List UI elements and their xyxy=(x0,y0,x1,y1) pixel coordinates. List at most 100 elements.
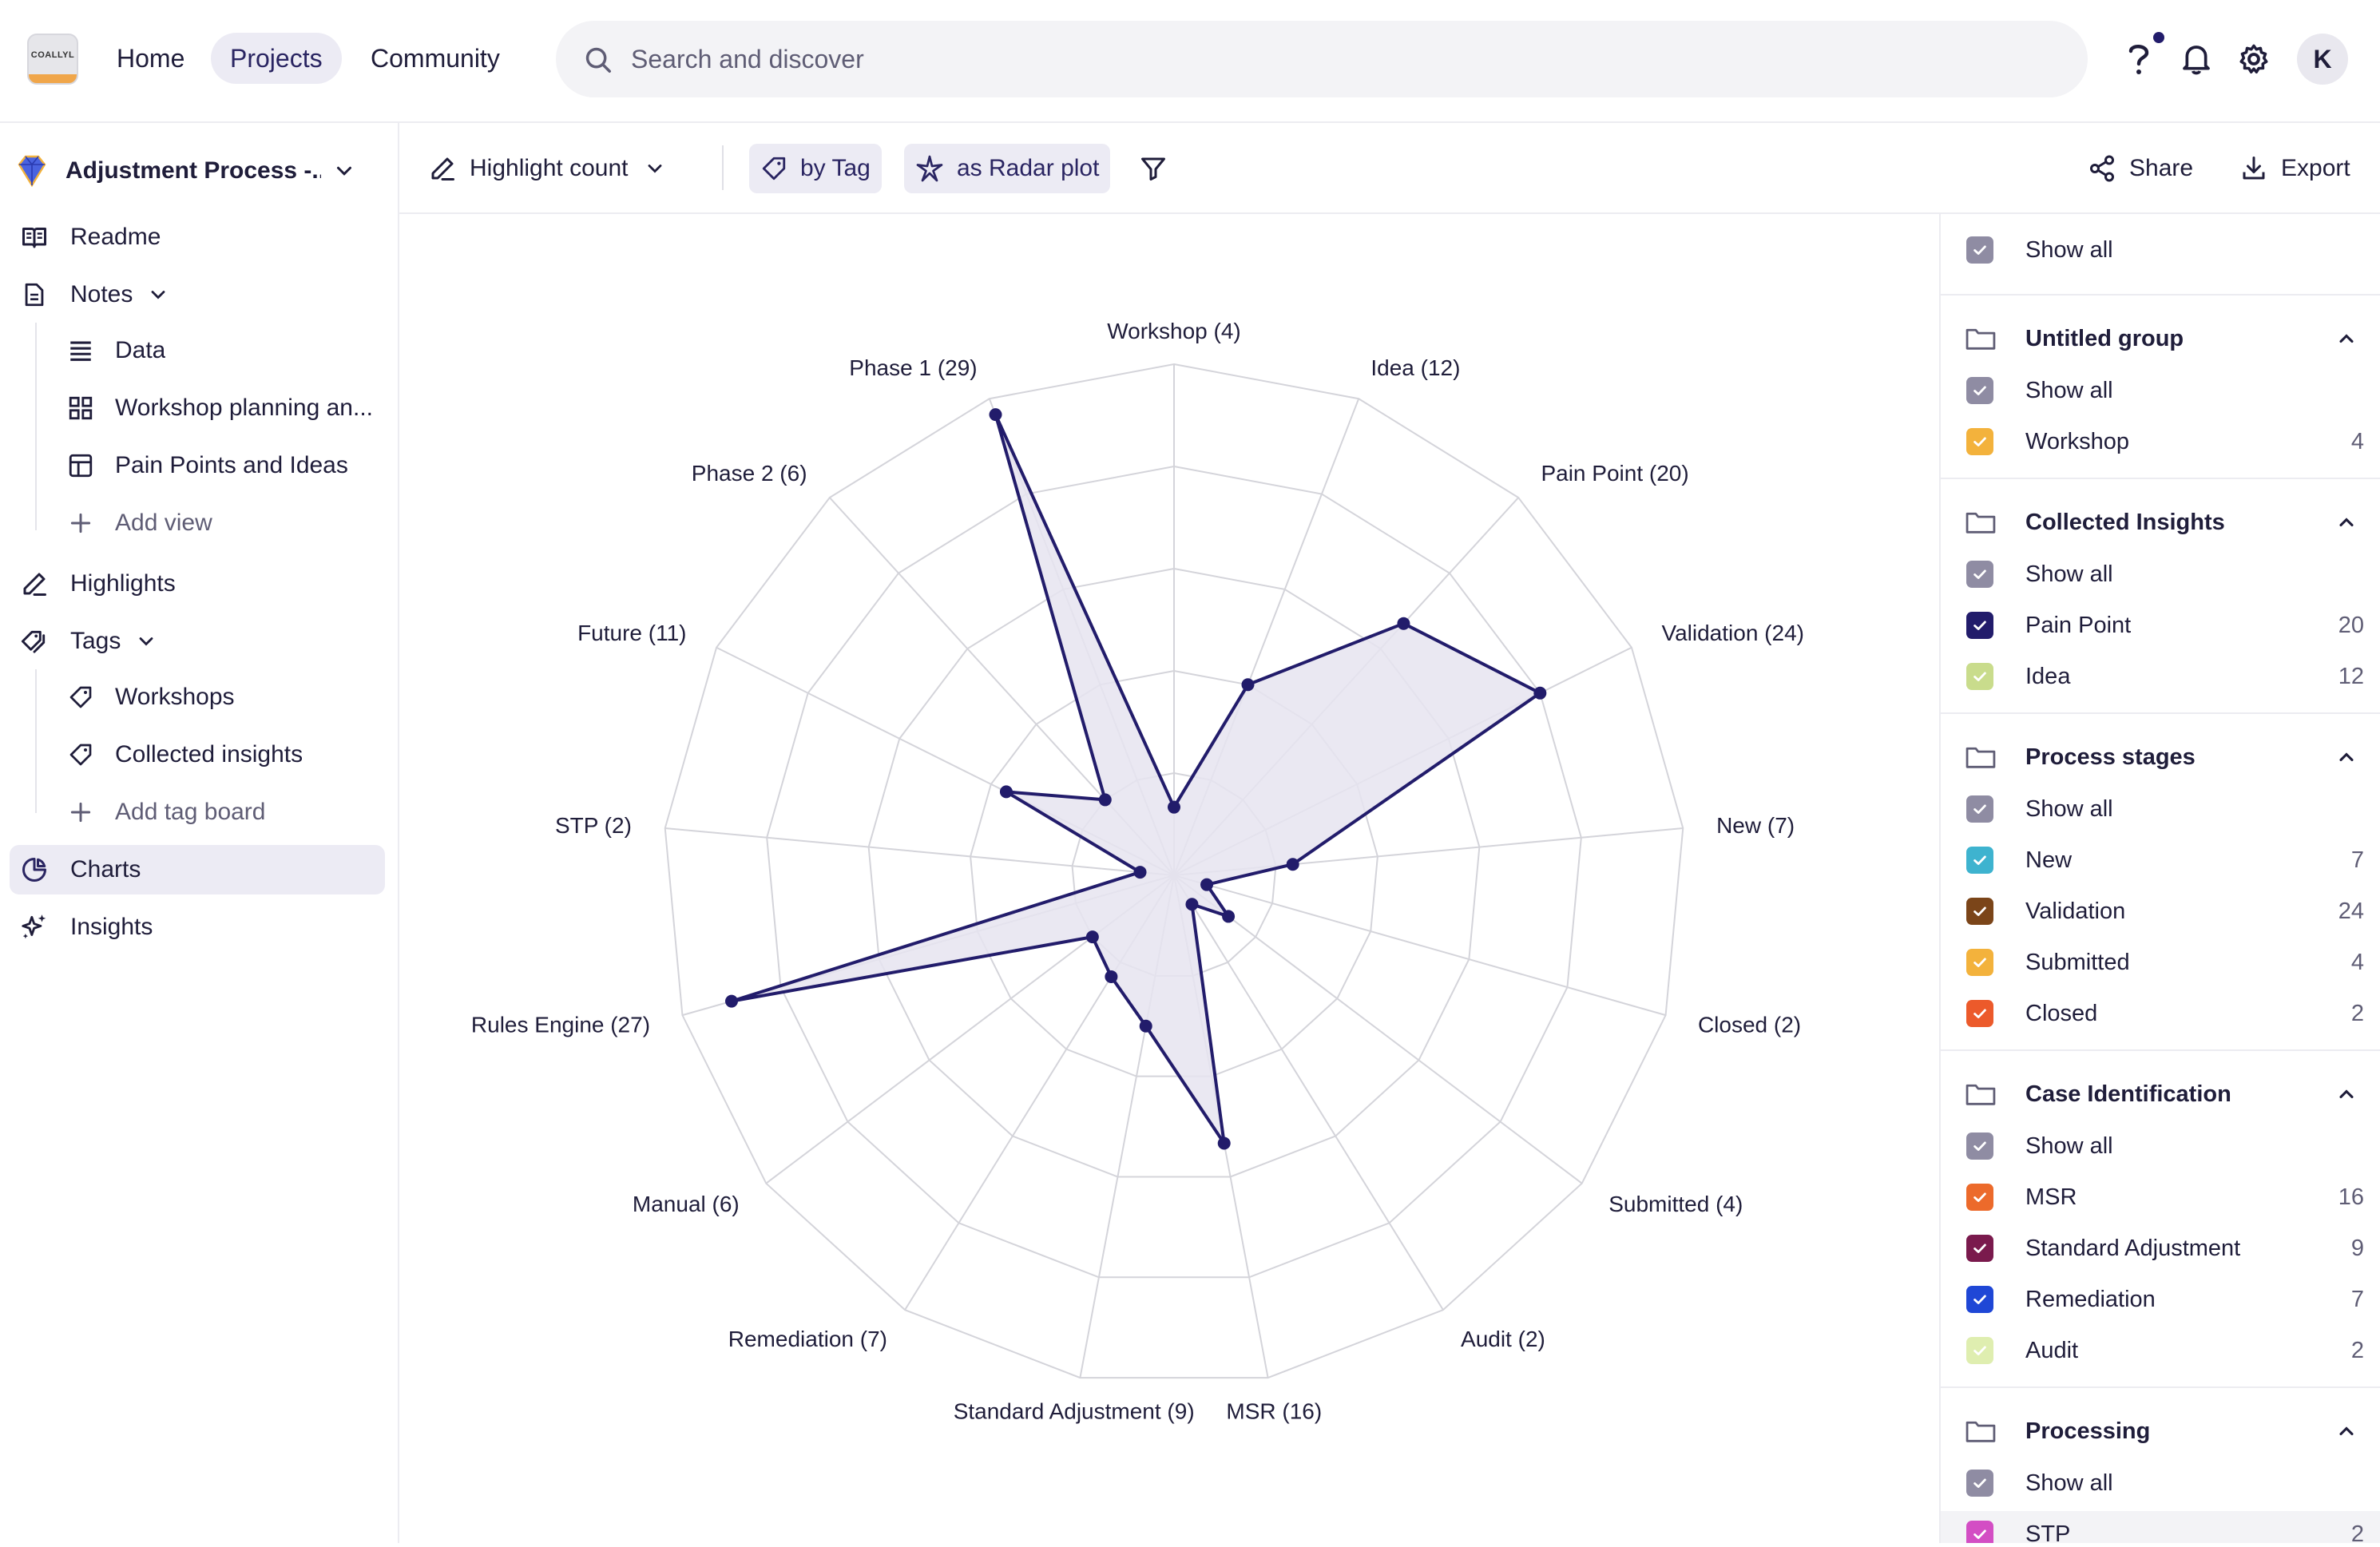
show-all-toggle[interactable]: Show all xyxy=(1941,367,2380,414)
add-tag-board-button[interactable]: Add tag board xyxy=(56,787,385,837)
checkbox[interactable] xyxy=(1966,663,1993,690)
show-all-toggle[interactable]: Show all xyxy=(1941,551,2380,597)
export-button[interactable]: Export xyxy=(2228,144,2362,193)
filter-item[interactable]: MSR 16 xyxy=(1941,1174,2380,1220)
filter-item[interactable]: Audit 2 xyxy=(1941,1327,2380,1374)
data-point[interactable] xyxy=(1133,866,1147,879)
sidebar-item-label: Collected insights xyxy=(115,741,303,768)
data-point[interactable] xyxy=(1168,800,1180,814)
sidebar-item-collected-insights[interactable]: Collected insights xyxy=(56,730,385,779)
filter-item[interactable]: STP 2 xyxy=(1941,1511,2380,1543)
nav-community[interactable]: Community xyxy=(371,44,500,73)
sidebar-item-pain-points[interactable]: Pain Points and Ideas xyxy=(56,441,385,490)
chevron-down-icon[interactable] xyxy=(135,630,157,653)
search-input[interactable] xyxy=(631,21,2053,97)
show-all-toggle[interactable]: Show all xyxy=(1941,1460,2380,1506)
grid-ring xyxy=(664,363,1684,1379)
chevron-up-icon[interactable] xyxy=(2335,746,2358,768)
add-view-button[interactable]: Add view xyxy=(56,498,385,548)
data-point[interactable] xyxy=(1185,898,1199,911)
chevron-up-icon[interactable] xyxy=(2335,1420,2358,1442)
checkbox[interactable] xyxy=(1966,795,1993,823)
data-point[interactable] xyxy=(724,994,738,1008)
checkbox[interactable] xyxy=(1966,428,1993,455)
filter-group-header[interactable]: Case Identification xyxy=(1941,1069,2380,1120)
filter-group-header[interactable]: Processing xyxy=(1941,1406,2380,1457)
group-by-tag-button[interactable]: by Tag xyxy=(749,144,882,193)
checkbox[interactable] xyxy=(1966,1286,1993,1313)
nav-projects[interactable]: Projects xyxy=(211,33,342,84)
data-point[interactable] xyxy=(1105,970,1118,983)
nav-home[interactable]: Home xyxy=(117,44,185,73)
sidebar-item-highlights[interactable]: Highlights xyxy=(10,559,385,609)
filter-item[interactable]: Workshop 4 xyxy=(1941,418,2380,465)
checkbox[interactable] xyxy=(1966,236,1993,264)
data-point[interactable] xyxy=(1098,793,1112,807)
data-point[interactable] xyxy=(1286,858,1299,871)
filter-group-header[interactable]: Collected Insights xyxy=(1941,497,2380,548)
checkbox[interactable] xyxy=(1966,561,1993,588)
checkbox[interactable] xyxy=(1966,1235,1993,1262)
checkbox[interactable] xyxy=(1966,377,1993,404)
checkbox[interactable] xyxy=(1966,898,1993,925)
filter-item[interactable]: Submitted 4 xyxy=(1941,939,2380,986)
sidebar-item-data[interactable]: Data xyxy=(56,326,385,375)
data-point[interactable] xyxy=(989,408,1002,422)
filter-item[interactable]: New 7 xyxy=(1941,837,2380,883)
checkbox[interactable] xyxy=(1966,1132,1993,1160)
data-point[interactable] xyxy=(1200,878,1214,891)
checkbox[interactable] xyxy=(1966,1337,1993,1364)
filter-item[interactable]: Idea 12 xyxy=(1941,653,2380,700)
chart-type-button[interactable]: as Radar plot xyxy=(904,144,1111,193)
user-avatar[interactable]: K xyxy=(2297,34,2348,85)
sidebar-item-insights[interactable]: Insights xyxy=(10,902,385,952)
filter-button[interactable] xyxy=(1128,144,1179,193)
filter-item[interactable]: Standard Adjustment 9 xyxy=(1941,1225,2380,1271)
show-all-toggle[interactable]: Show all xyxy=(1941,1123,2380,1169)
filter-item[interactable]: Pain Point 20 xyxy=(1941,602,2380,649)
search-bar[interactable] xyxy=(556,21,2088,97)
app-logo[interactable]: COALLYL xyxy=(27,34,78,85)
chevron-up-icon[interactable] xyxy=(2335,511,2358,534)
sidebar-item-readme[interactable]: Readme xyxy=(10,212,385,262)
project-selector[interactable]: Adjustment Process -... xyxy=(13,142,380,200)
checkbox[interactable] xyxy=(1966,1000,1993,1027)
data-point[interactable] xyxy=(1222,910,1236,923)
data-point[interactable] xyxy=(1397,617,1410,630)
measure-dropdown[interactable]: Highlight count xyxy=(417,144,677,193)
data-point[interactable] xyxy=(1085,930,1099,944)
chevron-up-icon[interactable] xyxy=(2335,1083,2358,1105)
chevron-down-icon[interactable] xyxy=(147,284,169,306)
data-point[interactable] xyxy=(1217,1136,1231,1150)
checkbox[interactable] xyxy=(1966,949,1993,976)
sidebar-item-charts[interactable]: Charts xyxy=(10,845,385,894)
data-point[interactable] xyxy=(1533,686,1547,700)
sidebar-item-tags[interactable]: Tags xyxy=(10,617,385,666)
tag-icon xyxy=(69,744,92,766)
checkbox[interactable] xyxy=(1966,1521,1993,1543)
data-point[interactable] xyxy=(1241,678,1255,692)
filter-group-name: Process stages xyxy=(2025,744,2196,770)
checkbox[interactable] xyxy=(1966,1470,1993,1497)
checkbox[interactable] xyxy=(1966,847,1993,874)
filter-item[interactable]: Closed 2 xyxy=(1941,990,2380,1037)
checkbox[interactable] xyxy=(1966,612,1993,639)
show-all-toggle[interactable]: Show all xyxy=(1941,227,2380,273)
share-button[interactable]: Share xyxy=(2077,144,2204,193)
checkbox[interactable] xyxy=(1966,1184,1993,1211)
sidebar-item-workshop-planning[interactable]: Workshop planning an... xyxy=(56,383,385,433)
show-all-toggle[interactable]: Show all xyxy=(1941,786,2380,832)
filter-group-header[interactable]: Process stages xyxy=(1941,732,2380,783)
bell-icon[interactable] xyxy=(2177,37,2215,81)
sidebar-item-workshops[interactable]: Workshops xyxy=(56,672,385,722)
data-point[interactable] xyxy=(1139,1019,1152,1033)
data-point[interactable] xyxy=(999,785,1013,799)
axis-label: Standard Adjustment (9) xyxy=(954,1398,1195,1423)
filter-item[interactable]: Validation 24 xyxy=(1941,888,2380,934)
chevron-up-icon[interactable] xyxy=(2335,327,2358,350)
sidebar-item-notes[interactable]: Notes xyxy=(10,270,385,319)
help-icon[interactable] xyxy=(2120,37,2158,81)
gear-icon[interactable] xyxy=(2235,37,2273,81)
filter-group-header[interactable]: Untitled group xyxy=(1941,313,2380,364)
filter-item[interactable]: Remediation 7 xyxy=(1941,1276,2380,1323)
